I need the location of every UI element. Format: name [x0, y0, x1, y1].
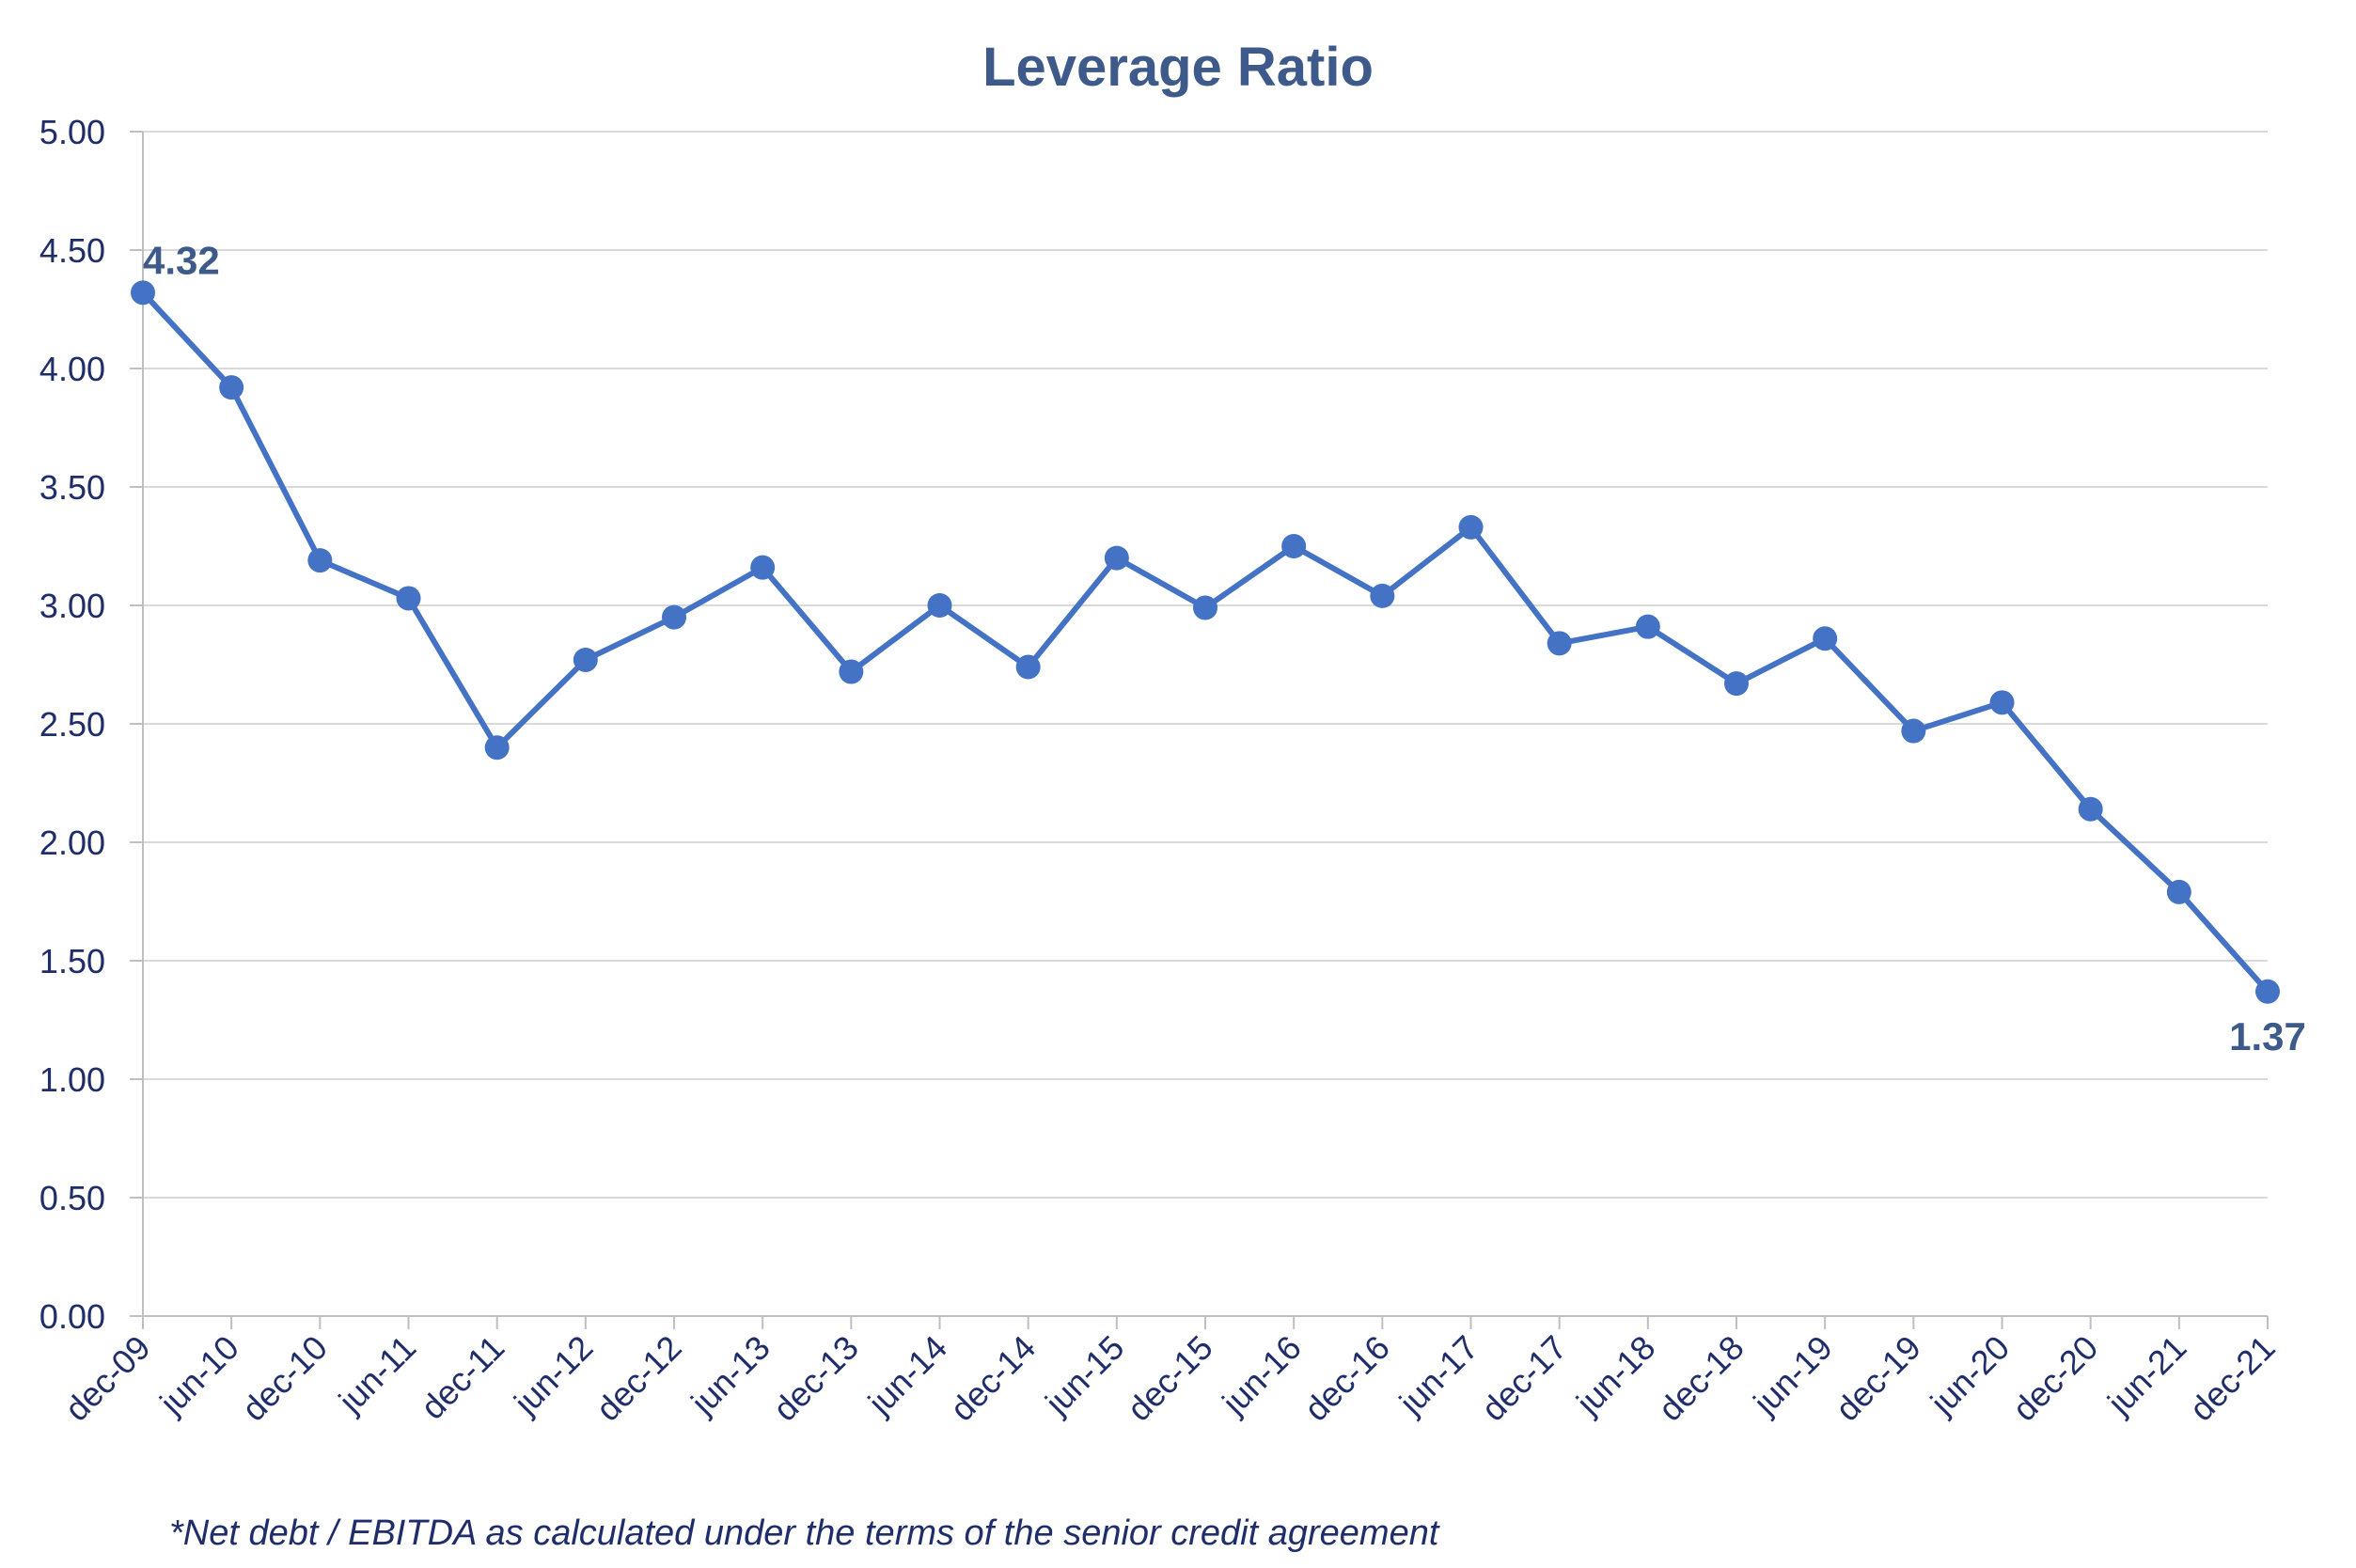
- data-point: [307, 548, 333, 573]
- x-tick-label: dec-18: [1651, 1328, 1751, 1429]
- x-tick-label: dec-19: [1828, 1328, 1928, 1429]
- series-line: [140, 290, 2270, 994]
- data-point: [1015, 654, 1041, 680]
- x-tick-label: jun-17: [1391, 1328, 1485, 1422]
- data-point: [1635, 614, 1660, 639]
- x-tick-label: jun-11: [331, 1328, 424, 1421]
- y-tick-label: 4.50: [39, 231, 105, 270]
- x-tick-label: jun-14: [860, 1328, 954, 1422]
- x-tick-label: jun-16: [1214, 1328, 1308, 1422]
- x-tick-label: dec-12: [589, 1328, 689, 1429]
- data-point: [1370, 583, 1395, 608]
- data-point: [839, 659, 864, 684]
- data-point: [2078, 796, 2103, 822]
- data-point: [1547, 631, 1572, 656]
- y-tick-label: 2.00: [39, 823, 105, 862]
- x-tick-label: dec-09: [57, 1328, 158, 1429]
- x-tick-label: jun-19: [1745, 1328, 1839, 1422]
- data-point: [396, 586, 421, 611]
- x-tick-label: jun-21: [2099, 1328, 2193, 1422]
- y-tick-label: 4.00: [39, 350, 105, 388]
- x-tick-label: dec-17: [1473, 1328, 1574, 1429]
- data-point: [484, 735, 510, 760]
- chart-title: Leverage Ratio: [982, 37, 1374, 98]
- x-tick-label: jun-15: [1037, 1328, 1131, 1422]
- x-tick-label: jun-10: [151, 1328, 245, 1422]
- y-tick-label: 0.00: [39, 1297, 105, 1336]
- x-tick-label: jun-20: [1923, 1328, 2017, 1422]
- x-tick-label: dec-20: [2004, 1328, 2105, 1429]
- data-point: [750, 555, 776, 580]
- data-point: [1458, 514, 1484, 540]
- y-tick-label: 1.00: [39, 1060, 105, 1099]
- x-tick-label: jun-12: [506, 1328, 600, 1422]
- y-tick-label: 3.50: [39, 468, 105, 507]
- data-label: 4.32: [143, 238, 220, 282]
- x-tick-label: jun-18: [1568, 1328, 1662, 1422]
- data-point: [927, 593, 952, 618]
- data-point: [1281, 534, 1307, 558]
- y-tick-label: 1.50: [39, 942, 105, 980]
- x-tick-label: dec-16: [1296, 1328, 1397, 1429]
- x-tick-label: dec-21: [2182, 1328, 2283, 1429]
- footnote: *Net debt / EBITDA as calculated under t…: [169, 1513, 1439, 1553]
- data-label: 1.37: [2229, 1014, 2306, 1058]
- y-tick-label: 5.00: [39, 113, 105, 151]
- data-point: [131, 280, 155, 306]
- data-point: [662, 604, 686, 630]
- x-tick-label: dec-15: [1120, 1328, 1220, 1429]
- data-point: [1813, 626, 1838, 651]
- data-point: [2166, 879, 2191, 904]
- data-point: [2255, 979, 2280, 1004]
- data-point: [573, 647, 598, 672]
- data-point: [1193, 595, 1217, 620]
- x-tick-label: dec-13: [765, 1328, 866, 1429]
- data-point: [1104, 545, 1129, 571]
- data-point: [1901, 718, 1926, 744]
- data-point: [1724, 671, 1749, 697]
- y-tick-label: 3.00: [39, 587, 105, 625]
- x-tick-label: jun-13: [683, 1328, 777, 1422]
- data-point: [1989, 690, 2015, 715]
- x-tick-label: dec-14: [942, 1328, 1043, 1429]
- x-tick-label: dec-10: [234, 1328, 335, 1429]
- y-tick-label: 2.50: [39, 705, 105, 744]
- data-point: [219, 375, 244, 400]
- y-tick-label: 0.50: [39, 1179, 105, 1217]
- x-tick-label: dec-11: [413, 1328, 511, 1427]
